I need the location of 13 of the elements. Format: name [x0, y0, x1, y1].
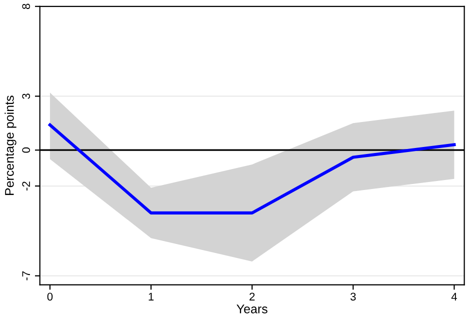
x-tick-label: 4	[451, 292, 457, 300]
line-series	[48, 123, 456, 214]
y-axis-title: Percentage points	[4, 96, 16, 195]
y-tick-label: 3	[22, 94, 30, 99]
x-tick-label: 0	[47, 292, 53, 301]
y-tick-label: -2	[22, 182, 30, 190]
x-tick-label: 2	[250, 292, 255, 300]
y-tick-label: 8	[22, 4, 30, 10]
y-tick-label: -7	[22, 271, 30, 280]
x-tick-label: 1	[148, 292, 154, 300]
x-axis-title: Years	[236, 304, 268, 314]
x-tick-label: 3	[350, 292, 356, 301]
y-tick-label: 0	[22, 147, 30, 153]
